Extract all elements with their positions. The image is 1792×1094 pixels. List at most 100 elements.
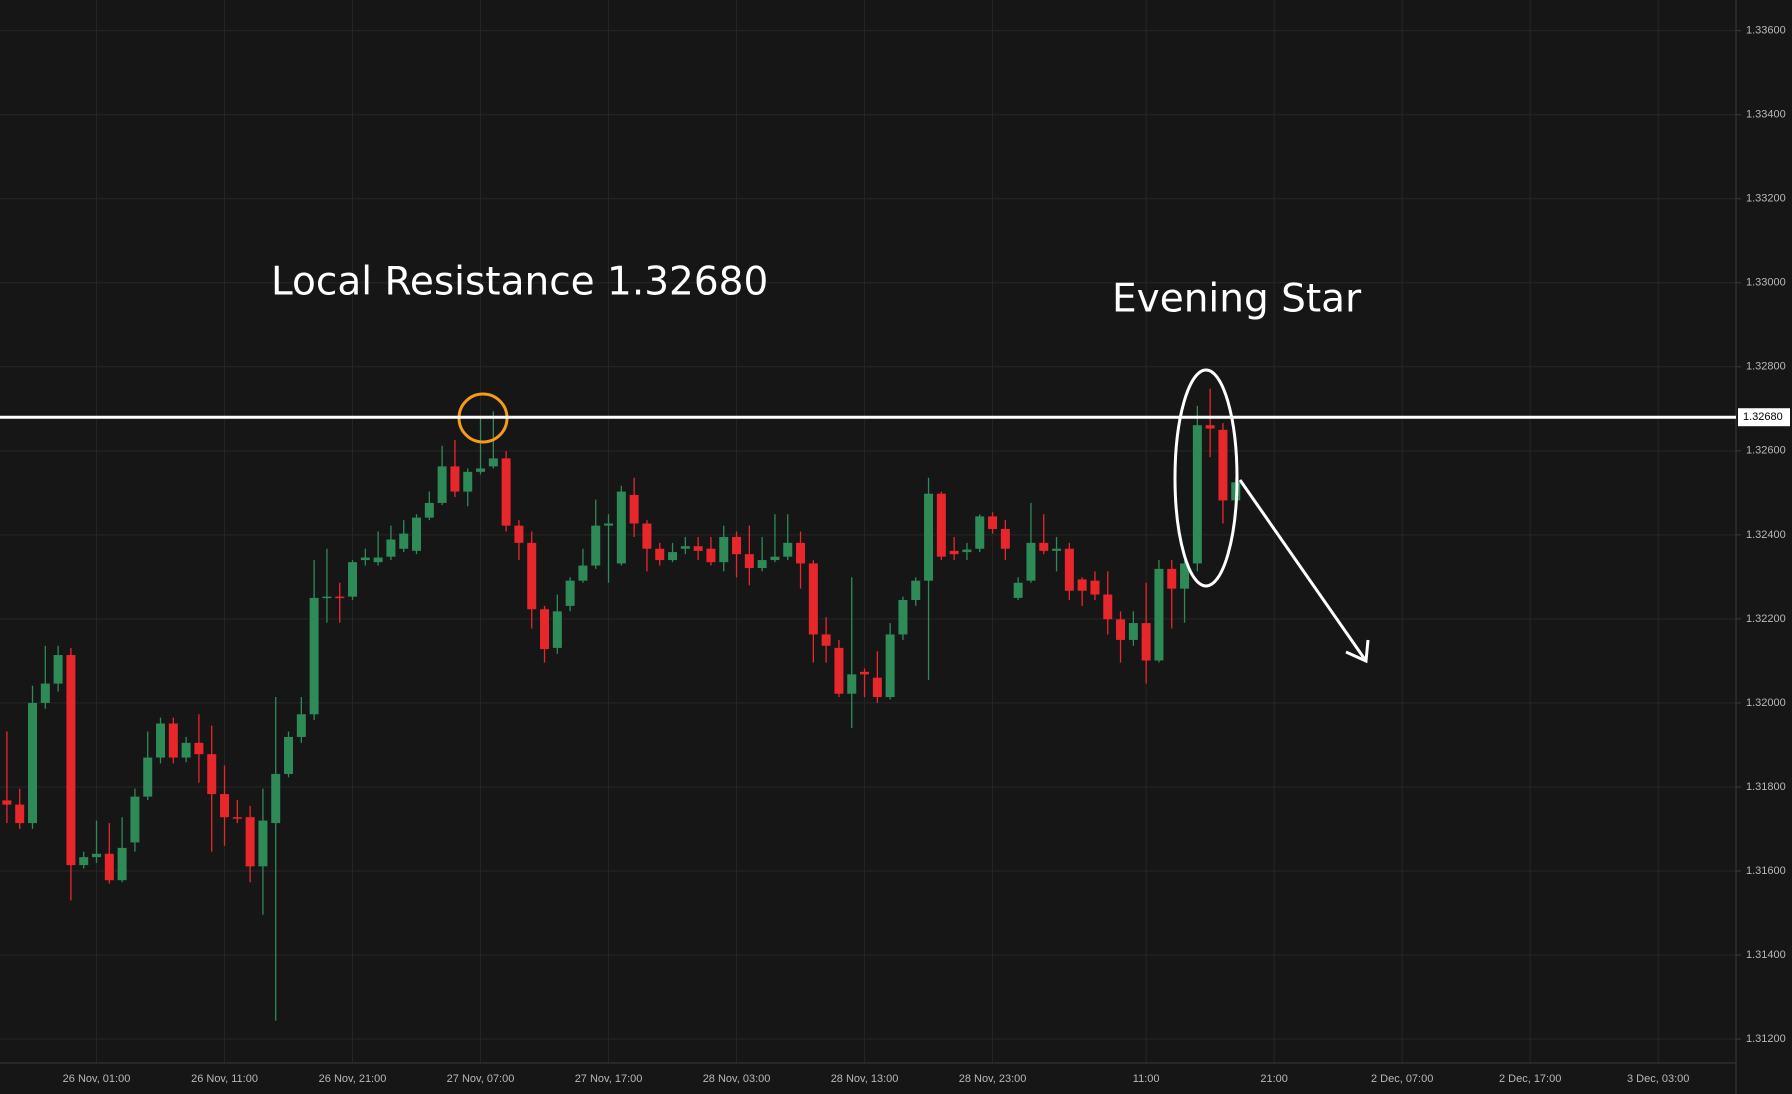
candle-body	[1026, 542, 1036, 581]
candle-body	[15, 804, 25, 824]
candle-body	[616, 491, 626, 564]
x-tick-label: 27 Nov, 07:00	[447, 1073, 515, 1085]
candle-body	[796, 542, 806, 564]
candle-body	[1052, 548, 1062, 551]
candle-body	[412, 517, 422, 551]
y-tick-label: 1.32000	[1746, 697, 1786, 709]
y-tick-label: 1.31800	[1746, 781, 1786, 793]
candle-body	[1180, 563, 1190, 589]
candle-body	[821, 634, 831, 646]
candle-body	[220, 794, 230, 818]
candle-body	[28, 702, 38, 824]
candle-body	[744, 554, 754, 569]
candle-body	[92, 853, 102, 858]
candle-body	[232, 817, 242, 819]
candle-body	[642, 523, 652, 549]
candle-body	[540, 609, 550, 650]
candle-body	[680, 546, 690, 549]
candle-body	[488, 458, 498, 467]
candle-body	[104, 853, 114, 881]
candle-body	[885, 634, 895, 698]
candle-body	[194, 742, 204, 755]
y-tick-label: 1.33200	[1746, 193, 1786, 205]
candle-body	[898, 599, 908, 635]
y-tick-label: 1.31400	[1746, 949, 1786, 961]
candle-body	[1167, 568, 1177, 589]
candle-body	[565, 580, 575, 606]
candle-body	[1039, 542, 1049, 551]
candle-body	[706, 548, 716, 563]
highlight-ellipse	[1173, 368, 1239, 588]
x-tick-label: 3 Dec, 03:00	[1627, 1073, 1689, 1085]
y-tick-label: 1.33400	[1746, 109, 1786, 121]
candle-body	[40, 683, 50, 703]
x-tick-label: 27 Nov, 17:00	[575, 1073, 643, 1085]
candle-body	[207, 754, 217, 795]
x-tick-label: 26 Nov, 01:00	[63, 1073, 131, 1085]
price-label-box	[1738, 408, 1790, 427]
candle-body	[1090, 580, 1100, 595]
arrow-head	[1345, 639, 1370, 664]
x-tick-label: 28 Nov, 03:00	[703, 1073, 771, 1085]
candle-body	[783, 542, 793, 557]
x-tick-label: 21:00	[1260, 1073, 1288, 1085]
candle-body	[949, 550, 959, 555]
candle-body	[424, 502, 434, 518]
candle-body	[693, 546, 703, 551]
candle-body	[284, 736, 294, 774]
candle-body	[1154, 568, 1164, 661]
candle-body	[911, 580, 921, 600]
x-tick-label: 11:00	[1133, 1073, 1160, 1085]
candle-body	[245, 817, 255, 867]
x-tick-label: 2 Dec, 07:00	[1371, 1073, 1433, 1085]
candle-body	[335, 596, 345, 599]
candle-body	[373, 557, 383, 563]
candle-body	[476, 468, 486, 472]
candle-body	[808, 563, 818, 635]
candle-body	[1128, 623, 1138, 640]
candle-body	[1205, 425, 1215, 429]
x-tick-label: 2 Dec, 17:00	[1499, 1073, 1561, 1085]
candle-body	[117, 847, 127, 881]
candle-body	[629, 494, 639, 524]
x-tick-label: 26 Nov, 11:00	[191, 1073, 258, 1085]
candle-body	[1141, 623, 1151, 661]
candle-body	[181, 742, 191, 758]
candle-body	[924, 493, 934, 581]
arrow-shaft	[1238, 479, 1368, 662]
price-label: 1.32680	[1743, 411, 1783, 423]
candle-body	[732, 536, 742, 555]
candle-body	[386, 539, 396, 557]
candle-body	[834, 647, 844, 694]
y-tick-label: 1.33600	[1746, 25, 1786, 37]
candles	[2, 388, 1241, 1021]
candle-body	[258, 820, 268, 867]
candle-body	[770, 556, 780, 561]
candle-body	[527, 542, 537, 610]
candle-body	[604, 523, 614, 526]
candle-body	[437, 466, 447, 503]
candle-body	[1116, 619, 1126, 640]
candle-body	[348, 562, 358, 597]
candle-body	[936, 493, 946, 557]
candle-body	[591, 525, 601, 566]
candle-body	[66, 655, 76, 866]
candle-body	[1013, 582, 1023, 598]
candle-body	[975, 516, 985, 549]
candle-body	[143, 757, 153, 797]
y-tick-label: 1.33000	[1746, 277, 1786, 289]
x-tick-label: 28 Nov, 23:00	[959, 1073, 1027, 1085]
candle-body	[988, 516, 998, 529]
y-tick-label: 1.31200	[1746, 1033, 1786, 1045]
candle-body	[655, 548, 665, 561]
y-tick-label: 1.31600	[1746, 865, 1786, 877]
candle-body	[450, 466, 460, 492]
candle-body	[719, 536, 729, 563]
candle-body	[1000, 528, 1010, 549]
candle-body	[847, 674, 857, 694]
y-tick-label: 1.32400	[1746, 529, 1786, 541]
candle-body	[872, 677, 882, 698]
